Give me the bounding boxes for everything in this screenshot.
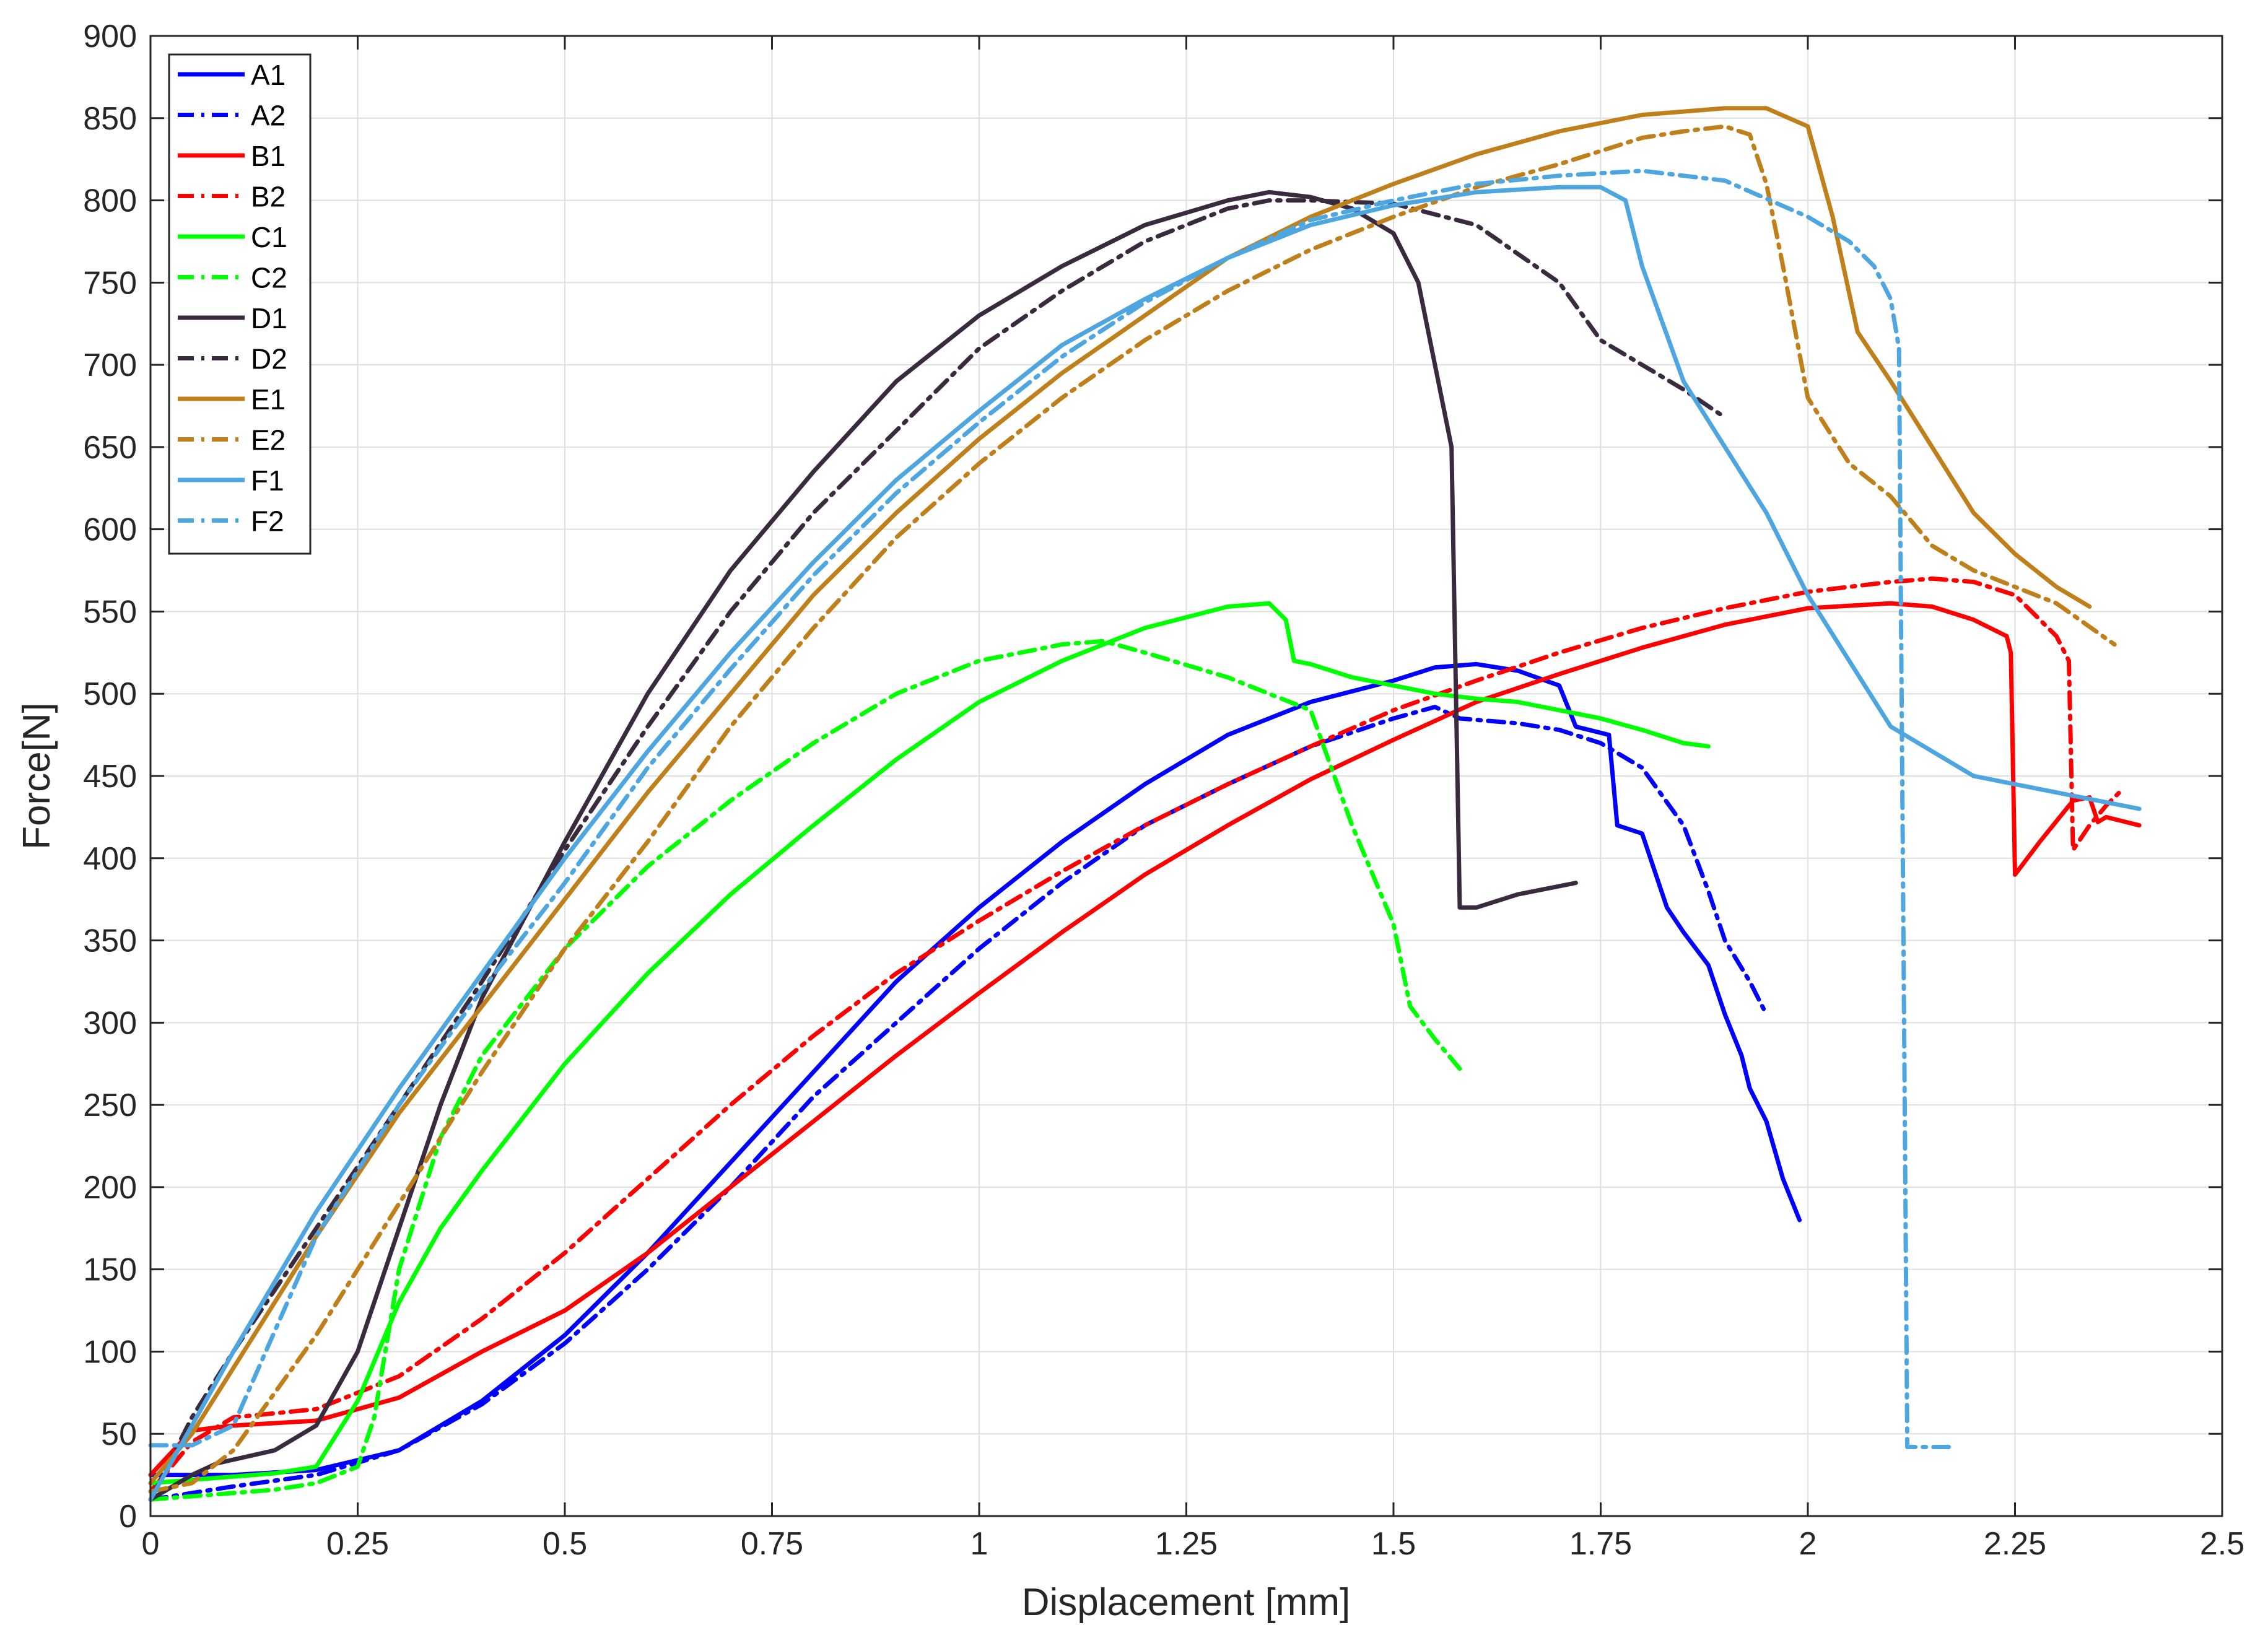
x-tick-label: 1 bbox=[970, 1526, 988, 1562]
series-line-b1 bbox=[148, 601, 2142, 1478]
series-line-c1 bbox=[148, 601, 1711, 1486]
series-line-a1 bbox=[148, 661, 1802, 1478]
x-tick-label: 1.25 bbox=[1155, 1526, 1218, 1562]
legend-label-d2: D2 bbox=[251, 343, 287, 375]
legend-label-b2: B2 bbox=[251, 181, 286, 213]
series-line-e2 bbox=[148, 124, 2117, 1494]
x-axis: 0 0.25 0.5 0.75 1 1.25 1.5 1.75 2 2.25 2.5 bbox=[142, 36, 2244, 1562]
y-tick-label: 600 bbox=[83, 512, 137, 548]
y-tick-label: 350 bbox=[83, 923, 137, 959]
x-tick-label: 0.5 bbox=[543, 1526, 587, 1562]
legend: A1 A2 B1 B2 C1 C2 D1 D2 E1 E2 F1 F2 bbox=[168, 53, 312, 555]
x-tick-label: 1.5 bbox=[1371, 1526, 1416, 1562]
legend-box bbox=[168, 53, 312, 555]
y-tick-label: 850 bbox=[83, 101, 137, 137]
series-line-e1 bbox=[148, 106, 2092, 1486]
series-line-f2 bbox=[148, 168, 1951, 1449]
y-tick-label: 400 bbox=[83, 841, 137, 877]
y-tick-label: 500 bbox=[83, 676, 137, 712]
y-tick-label: 700 bbox=[83, 347, 137, 383]
y-tick-label: 750 bbox=[83, 265, 137, 301]
x-tick-label: 2.25 bbox=[1984, 1526, 2046, 1562]
y-tick-label: 300 bbox=[83, 1005, 137, 1041]
series-line-f1 bbox=[148, 185, 2142, 1502]
x-axis-label: Displacement [mm] bbox=[1022, 1581, 1351, 1624]
series-line-b2 bbox=[148, 576, 2125, 1494]
y-tick-label: 150 bbox=[83, 1252, 137, 1288]
x-tick-label: 0.25 bbox=[326, 1526, 389, 1562]
series-line-d1 bbox=[148, 190, 1578, 1502]
x-tick-label: 2.5 bbox=[2200, 1526, 2244, 1562]
y-tick-label: 250 bbox=[83, 1087, 137, 1123]
legend-label-b1: B1 bbox=[251, 140, 286, 172]
legend-label-e2: E2 bbox=[251, 424, 286, 456]
legend-label-a2: A2 bbox=[251, 100, 286, 132]
y-tick-label: 550 bbox=[83, 594, 137, 630]
legend-label-f1: F1 bbox=[251, 464, 284, 497]
series-lines bbox=[148, 106, 2142, 1502]
legend-label-e1: E1 bbox=[251, 383, 286, 416]
y-tick-label: 50 bbox=[101, 1416, 137, 1452]
x-tick-label: 2 bbox=[1799, 1526, 1817, 1562]
y-axis: 0 50 100 150 200 250 300 350 400 450 500 550 600 650 7… bbox=[83, 19, 2222, 1535]
y-tick-label: 800 bbox=[83, 183, 137, 219]
x-tick-label: 1.75 bbox=[1569, 1526, 1632, 1562]
legend-label-a1: A1 bbox=[251, 59, 286, 91]
x-tick-label: 0 bbox=[142, 1526, 160, 1562]
y-tick-label: 650 bbox=[83, 430, 137, 466]
y-axis-label: Force[N] bbox=[15, 702, 58, 850]
y-tick-label: 900 bbox=[83, 19, 137, 54]
legend-label-c2: C2 bbox=[251, 262, 287, 294]
legend-label-f2: F2 bbox=[251, 505, 284, 538]
legend-label-c1: C1 bbox=[251, 221, 287, 253]
series-line-c2 bbox=[148, 638, 1462, 1502]
y-tick-label: 0 bbox=[119, 1499, 137, 1535]
y-tick-label: 100 bbox=[83, 1334, 137, 1370]
y-tick-label: 450 bbox=[83, 759, 137, 795]
y-tick-label: 200 bbox=[83, 1170, 137, 1206]
legend-label-d1: D1 bbox=[251, 302, 287, 334]
x-tick-label: 0.75 bbox=[741, 1526, 803, 1562]
